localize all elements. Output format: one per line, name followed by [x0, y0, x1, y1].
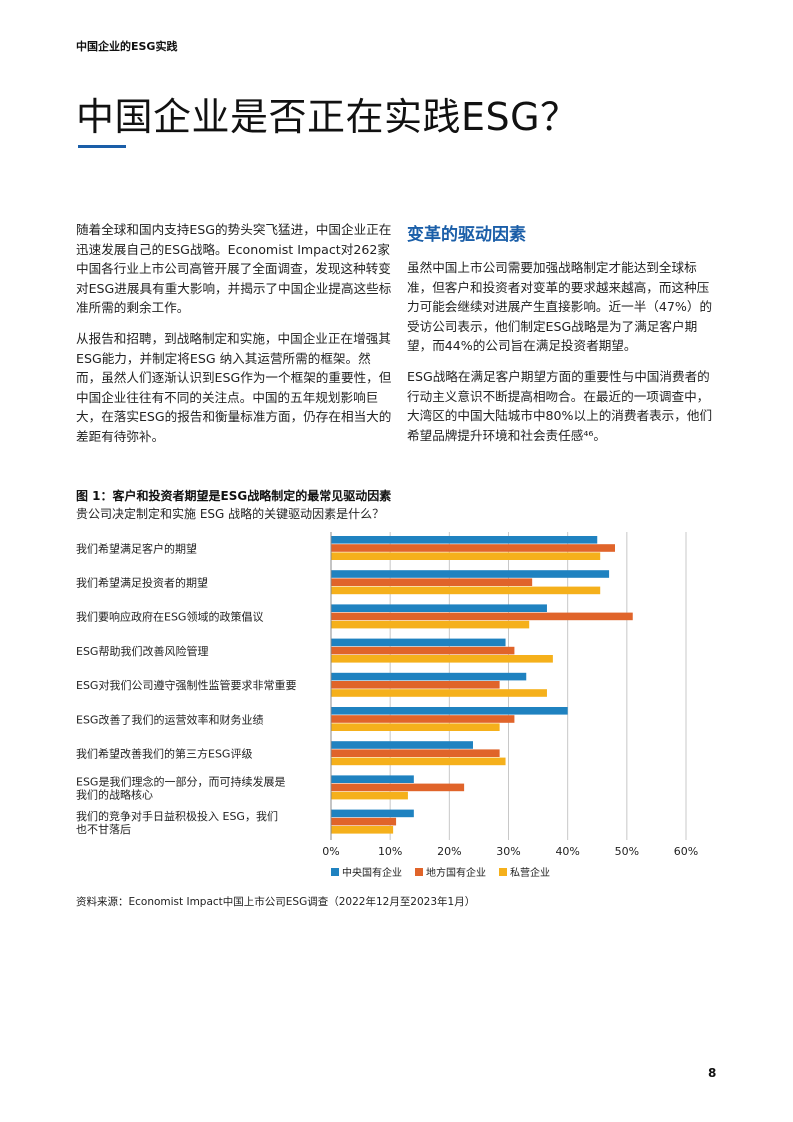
category-label: 我们希望改善我们的第三方ESG评级	[76, 747, 252, 761]
legend-swatch	[415, 868, 423, 876]
x-tick-label: 50%	[615, 845, 639, 858]
category-label: 我们希望满足客户的期望	[76, 541, 197, 555]
right-column: 变革的驱动因素 虽然中国上市公司需要加强战略制定才能达到全球标准，但客户和投资者…	[407, 224, 719, 456]
category-label: 我们要响应政府在ESG领域的政策倡议	[76, 610, 263, 624]
bar	[331, 536, 598, 544]
x-tick-label: 0%	[322, 845, 339, 858]
bar	[331, 791, 408, 800]
x-tick-label: 60%	[674, 845, 698, 858]
bar	[331, 809, 414, 818]
legend-label: 中央国有企业	[342, 866, 402, 879]
bar	[331, 757, 506, 766]
bar	[331, 604, 547, 612]
bar	[331, 707, 568, 715]
bar	[331, 638, 506, 647]
figure-subtitle: 贵公司决定制定和实施 ESG 战略的关键驱动因素是什么？	[76, 507, 385, 521]
category-label: 也不甘落后	[76, 823, 131, 836]
bar	[331, 826, 394, 834]
bar	[331, 544, 615, 552]
bar	[331, 570, 610, 578]
bar	[331, 578, 533, 586]
intro-paragraph-2: 从报告和招聘，到战略制定和实施，中国企业正在增强其ESG能力，并制定将ESG 纳…	[76, 330, 392, 444]
bar	[331, 620, 530, 629]
left-column: 随着全球和国内支持ESG的势头突飞猛进，中国企业正在迅速发展自己的ESG战略。E…	[76, 220, 392, 458]
bar	[331, 612, 633, 621]
bar	[331, 817, 397, 826]
bar	[331, 749, 500, 757]
bar	[331, 681, 500, 689]
drivers-paragraph-1: 虽然中国上市公司需要加强战略制定才能达到全球标准，但客户和投资者对变革的要求越来…	[407, 260, 713, 354]
category-label: ESG帮助我们改善风险管理	[76, 644, 208, 658]
bar	[331, 783, 465, 792]
category-label: ESG改善了我们的运营效率和财务业绩	[76, 712, 263, 726]
bar	[331, 552, 601, 560]
bar	[331, 723, 500, 731]
bar	[331, 715, 515, 723]
bar	[331, 741, 473, 749]
legend-label: 私营企业	[510, 866, 550, 879]
category-label: ESG对我们公司遵守强制性监管要求非常重要	[76, 678, 296, 692]
intro-paragraph-1: 随着全球和国内支持ESG的势头突飞猛进，中国企业正在迅速发展自己的ESG战略。E…	[76, 222, 392, 316]
figure-source: 资料来源：Economist Impact中国上市公司ESG调查（2022年12…	[76, 896, 476, 908]
bar	[331, 775, 414, 783]
category-label: 我们的战略核心	[76, 788, 153, 802]
running-head: 中国企业的ESG实践	[76, 40, 178, 53]
bar	[331, 586, 601, 595]
drivers-paragraph-2: ESG战略在满足客户期望方面的重要性与中国消费者的行动主义意识不断提高相吻合。在…	[407, 368, 713, 443]
x-tick-label: 40%	[555, 845, 579, 858]
bar	[331, 672, 527, 681]
page-number: 8	[708, 1066, 717, 1080]
title-underline	[78, 145, 126, 148]
page-title: 中国企业是否正在实践ESG？	[76, 95, 579, 139]
section-heading: 变革的驱动因素	[407, 225, 526, 245]
bar	[331, 655, 553, 663]
legend-label: 地方国有企业	[426, 866, 486, 879]
bar	[331, 646, 515, 655]
legend-swatch	[331, 868, 339, 876]
x-tick-label: 20%	[437, 845, 461, 858]
category-label: 我们希望满足投资者的期望	[76, 576, 208, 590]
legend-swatch	[499, 868, 507, 876]
category-label: 我们的竞争对手日益积极投入 ESG，我们	[76, 809, 278, 823]
figure-title: 图 1：客户和投资者期望是ESG战略制定的最常见驱动因素	[76, 489, 392, 503]
x-tick-label: 10%	[378, 845, 402, 858]
bar	[331, 689, 547, 697]
x-tick-label: 30%	[496, 845, 520, 858]
category-label: ESG是我们理念的一部分，而可持续发展是	[76, 775, 285, 789]
